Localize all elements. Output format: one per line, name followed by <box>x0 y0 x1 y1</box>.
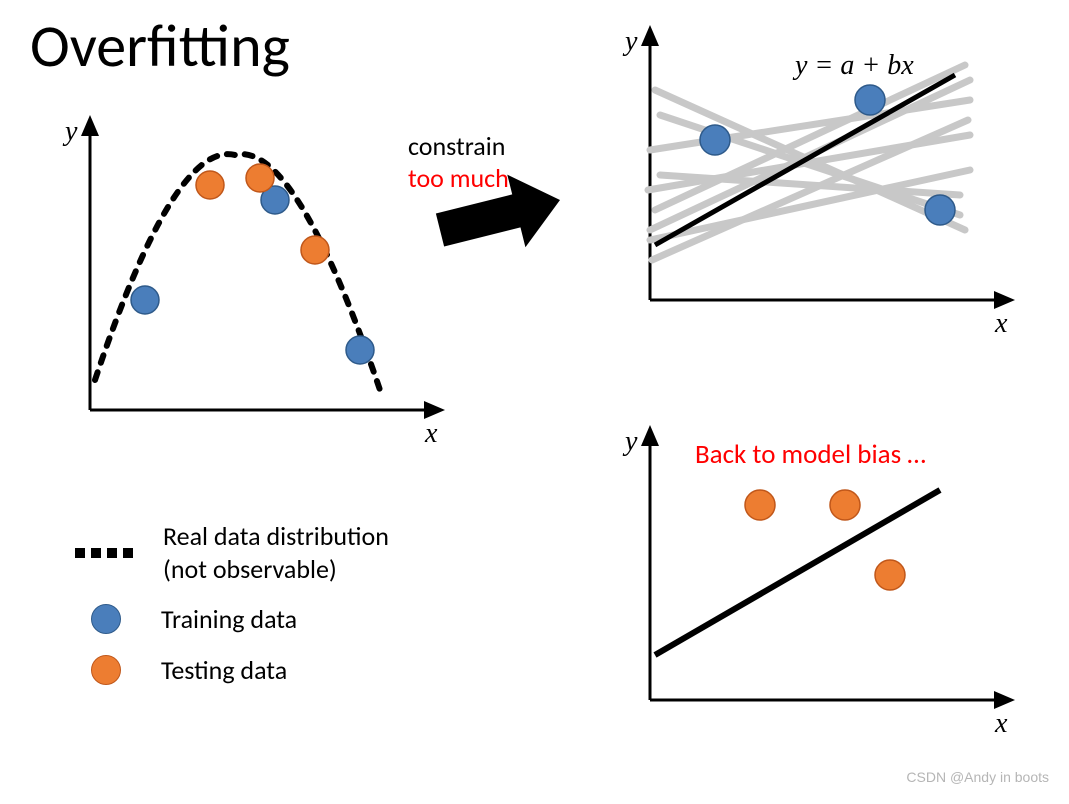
svg-text:y: y <box>622 26 638 57</box>
svg-text:y: y <box>62 116 78 147</box>
legend-training-icon <box>91 604 121 634</box>
watermark: CSDN @Andy in boots <box>906 769 1049 785</box>
legend-training-text: Training data <box>161 603 297 636</box>
legend-dash-text: Real data distribution (not observable) <box>163 520 389 585</box>
arrow-label-constrain: constrain <box>408 130 505 162</box>
chart-left: yx <box>60 100 460 460</box>
legend-dash-icon <box>75 548 135 558</box>
legend-row-training: Training data <box>75 603 389 636</box>
equation-label: y = a + bx <box>795 50 914 82</box>
page-title: Overfitting <box>30 10 290 83</box>
svg-text:x: x <box>994 308 1008 339</box>
bias-label: Back to model bias … <box>695 438 926 471</box>
chart-right-bottom: y x Back to model bias … <box>620 420 1030 750</box>
legend-testing-icon <box>91 655 121 685</box>
legend: Real data distribution (not observable) … <box>75 520 389 704</box>
svg-text:x: x <box>994 708 1008 739</box>
legend-dash-line2: (not observable) <box>163 553 337 585</box>
legend-row-dash: Real data distribution (not observable) <box>75 520 389 585</box>
arrow-label-toomuch: too much <box>408 162 509 194</box>
svg-text:y: y <box>622 426 638 457</box>
legend-row-testing: Testing data <box>75 654 389 687</box>
legend-dash-line1: Real data distribution <box>163 520 389 552</box>
legend-testing-text: Testing data <box>161 654 287 687</box>
svg-text:x: x <box>424 418 438 449</box>
chart-right-top: y x y = a + bx <box>620 20 1030 350</box>
